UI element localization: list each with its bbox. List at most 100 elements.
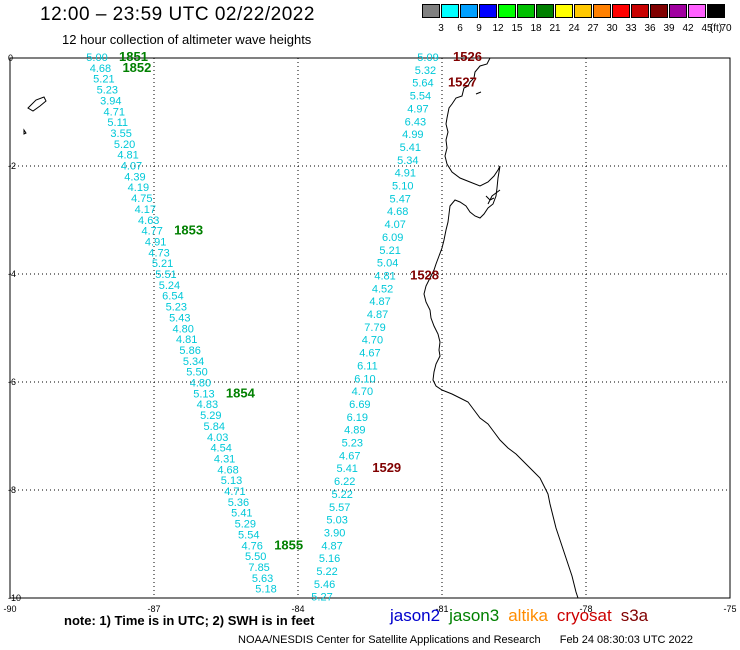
swh-value: 5.54 xyxy=(410,91,431,103)
credit-line: NOAA/NESDIS Center for Satellite Applica… xyxy=(238,634,693,646)
pass-time-label: 1528 xyxy=(410,267,439,282)
swh-value: 5.10 xyxy=(392,181,413,193)
swh-value: 4.73 xyxy=(148,247,169,259)
pass-time-label: 1852 xyxy=(122,60,151,75)
swh-value: 4.07 xyxy=(121,161,142,173)
swh-value: 4.68 xyxy=(90,63,111,75)
swh-value: 4.91 xyxy=(145,236,166,248)
swh-value: 5.27 xyxy=(311,592,332,604)
swh-value: 4.87 xyxy=(367,309,388,321)
swh-value: 7.79 xyxy=(364,322,385,334)
swh-value: 4.39 xyxy=(124,171,145,183)
swh-value: 4.07 xyxy=(384,219,405,231)
legend-s3a: s3a xyxy=(620,606,649,625)
satellite-legend: jason2 jason3 altika cryosat s3a xyxy=(390,606,657,626)
color-scale-label: 3 xyxy=(438,23,444,34)
x-tick-label: -87 xyxy=(147,604,160,614)
swh-value: 5.34 xyxy=(183,356,204,368)
color-scale-label: 24 xyxy=(568,23,580,34)
swh-value: 5.23 xyxy=(342,438,363,450)
swh-value: 4.63 xyxy=(138,215,159,227)
islet xyxy=(23,128,27,135)
legend-cryosat: cryosat xyxy=(556,606,612,625)
swh-value: 6.11 xyxy=(357,360,378,372)
x-tick-label: -78 xyxy=(579,604,592,614)
pass-time-label: 1526 xyxy=(453,49,482,64)
pass-time-label: 1529 xyxy=(372,460,401,475)
swh-value: 4.97 xyxy=(407,103,428,115)
swh-value: 4.81 xyxy=(117,150,138,162)
footnote: note: 1) Time is in UTC; 2) SWH is in fe… xyxy=(64,613,315,628)
swh-value: 3.90 xyxy=(324,527,345,539)
color-scale-swatch xyxy=(422,4,440,18)
swh-value: 5.13 xyxy=(193,388,214,400)
swh-value: 5.22 xyxy=(331,489,352,501)
swh-value: 6.54 xyxy=(162,291,183,303)
swh-value: 5.13 xyxy=(221,475,242,487)
swh-value: 5.23 xyxy=(166,302,187,314)
swh-value: 5.09 xyxy=(417,52,438,64)
color-scale-label: 27 xyxy=(587,23,599,34)
y-tick-label: -6 xyxy=(8,377,16,387)
swh-value: 5.50 xyxy=(245,551,266,563)
color-scale-label: 15 xyxy=(511,23,523,34)
swh-value: 4.68 xyxy=(217,464,238,476)
color-scale-swatch xyxy=(460,4,478,18)
color-scale-swatch xyxy=(612,4,630,18)
swh-value: 5.18 xyxy=(255,584,276,596)
swh-value: 5.21 xyxy=(152,258,173,270)
color-scale-swatch xyxy=(688,4,706,18)
swh-value: 3.94 xyxy=(100,95,121,107)
swh-value: 5.29 xyxy=(200,410,221,422)
y-tick-label: -8 xyxy=(8,485,16,495)
swh-value: 6.43 xyxy=(405,116,426,128)
color-scale-label: 42 xyxy=(682,23,694,34)
swh-value: 4.91 xyxy=(395,168,416,180)
color-scale-swatch xyxy=(517,4,535,18)
y-tick-label: -2 xyxy=(8,161,16,171)
x-tick-label: -81 xyxy=(435,604,448,614)
color-scale-label: 39 xyxy=(663,23,675,34)
swh-value: 5.64 xyxy=(412,78,433,90)
color-scale-swatch xyxy=(593,4,611,18)
color-scale-swatch xyxy=(555,4,573,18)
swh-value: 6.09 xyxy=(382,232,403,244)
swh-value: 4.99 xyxy=(402,129,423,141)
legend-jason2: jason2 xyxy=(390,606,441,625)
swh-value: 4.87 xyxy=(321,540,342,552)
color-scale-swatch xyxy=(441,4,459,18)
swh-value: 4.03 xyxy=(207,432,228,444)
color-scale-swatch xyxy=(536,4,554,18)
swh-value: 4.70 xyxy=(352,386,373,398)
map-subtitle: 12 hour collection of altimeter wave hei… xyxy=(62,32,312,47)
swh-value: 4.67 xyxy=(359,348,380,360)
west-track: 5.004.685.215.233.944.715.113.555.204.81… xyxy=(86,49,303,596)
color-scale-unit: (ft) xyxy=(709,23,723,34)
swh-value: 4.70 xyxy=(362,335,383,347)
color-scale-swatch xyxy=(707,4,725,18)
swh-value: 4.76 xyxy=(241,540,262,552)
swh-value: 4.75 xyxy=(131,193,152,205)
pass-time-label: 1855 xyxy=(274,537,303,552)
color-scale-swatch xyxy=(631,4,649,18)
coastline xyxy=(23,57,579,599)
color-scale-label: 12 xyxy=(492,23,504,34)
swh-value: 4.80 xyxy=(173,323,194,335)
coastline-bay xyxy=(487,189,501,205)
swh-value: 5.86 xyxy=(179,345,200,357)
swh-value: 5.32 xyxy=(415,65,436,77)
swh-value: 5.36 xyxy=(228,497,249,509)
swh-value: 4.81 xyxy=(374,270,395,282)
pass-time-label: 1851 xyxy=(119,49,148,64)
swh-value: 4.80 xyxy=(190,378,211,390)
color-scale-label: 9 xyxy=(476,23,482,34)
swh-value: 5.50 xyxy=(186,367,207,379)
swh-value: 4.87 xyxy=(369,296,390,308)
swh-value: 4.17 xyxy=(135,204,156,216)
credit-text: NOAA/NESDIS Center for Satellite Applica… xyxy=(238,634,541,646)
swh-value: 4.71 xyxy=(104,106,125,118)
map-frame xyxy=(9,57,731,599)
swh-value: 5.63 xyxy=(252,573,273,585)
swh-value: 5.41 xyxy=(400,142,421,154)
